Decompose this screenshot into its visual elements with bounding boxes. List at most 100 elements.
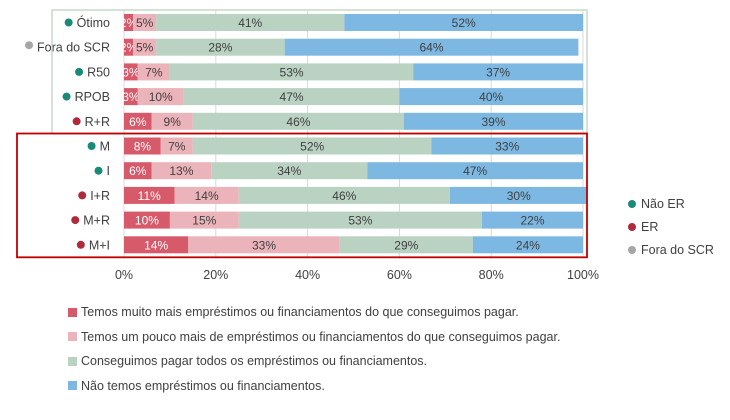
data-label: 9% — [164, 115, 182, 129]
category-label: Ótimo — [77, 15, 110, 30]
group-legend-item: Fora do SCR — [628, 238, 714, 261]
x-tick-label: 0% — [115, 268, 133, 282]
legend-item: Conseguimos pagar todos os empréstimos o… — [68, 349, 560, 374]
data-label: 64% — [420, 41, 444, 55]
x-tick-label: 20% — [203, 268, 228, 282]
bar-segment — [211, 162, 368, 180]
group-dot-icon — [72, 117, 81, 126]
bar-segment — [133, 38, 157, 56]
x-tick-label: 100% — [567, 268, 599, 282]
data-label: 34% — [277, 164, 301, 178]
data-label: 33% — [495, 140, 519, 154]
data-label: 46% — [286, 115, 310, 129]
data-label: 3% — [122, 65, 140, 79]
data-label: 7% — [145, 65, 163, 79]
category-label: R+R — [85, 115, 110, 129]
series-legend: Temos muito mais empréstimos ou financia… — [68, 300, 560, 398]
group-dot-icon — [76, 240, 85, 249]
bar-segment — [174, 186, 239, 204]
legend-swatch-icon — [68, 356, 77, 366]
data-label: 14% — [195, 189, 219, 203]
bar-segment — [344, 14, 583, 31]
bar-segment — [133, 14, 157, 31]
group-legend-label: Não ER — [641, 196, 685, 211]
category-label: Fora do SCR — [37, 41, 110, 55]
data-label: 39% — [481, 115, 505, 129]
bar-segment — [156, 14, 345, 31]
data-label: 3% — [122, 90, 140, 104]
group-dot-icon — [628, 245, 636, 254]
bar-segment — [124, 112, 152, 130]
bar-segment — [449, 186, 588, 204]
data-label: 52% — [300, 140, 324, 154]
bar-segment — [156, 38, 285, 56]
data-label: 30% — [507, 189, 531, 203]
bar-segment — [124, 88, 138, 106]
data-label: 40% — [479, 90, 503, 104]
category-label: M — [100, 140, 110, 154]
bar-segment — [151, 112, 193, 130]
x-tick-label: 80% — [479, 268, 504, 282]
group-dot-icon — [628, 222, 636, 231]
bar-segment — [124, 63, 138, 81]
bar-segment — [399, 88, 583, 106]
bar-segment — [124, 38, 134, 56]
bar-segment — [188, 236, 340, 254]
bar-segment — [403, 112, 583, 130]
data-label: 15% — [192, 214, 216, 228]
bar-segment — [431, 137, 583, 155]
legend-swatch-icon — [68, 381, 77, 391]
group-dot-icon — [628, 199, 636, 208]
bar-segment — [137, 88, 184, 106]
x-axis-ticks: 0% 20% 40% 60% 80% 100% — [115, 268, 599, 282]
data-label: 10% — [149, 90, 173, 104]
bar-segment — [238, 186, 450, 204]
bars: 2%5% 41% 52%2%5% 28% 64%3% 7% 53% 37%3% 10% 47% 40… — [120, 14, 588, 254]
data-label: 5% — [136, 41, 154, 55]
data-label: 2% — [120, 16, 138, 30]
data-label: 41% — [238, 16, 262, 30]
category-labels: Ótimo Fora do SCR R50 RPOB R+R MI I+R M+R M+I — [25, 15, 110, 252]
bar-segment — [482, 211, 583, 229]
bar-segment — [124, 186, 175, 204]
group-dot-icon — [64, 18, 73, 27]
data-label: 5% — [136, 16, 154, 30]
group-legend-item: ER — [628, 215, 714, 238]
group-dot-icon — [87, 142, 96, 150]
data-label: 7% — [168, 140, 186, 154]
legend-item: Não temos empréstimos ou financiamentos. — [68, 374, 560, 399]
data-label: 13% — [169, 164, 193, 178]
category-label: I+R — [90, 189, 110, 203]
data-label: 14% — [144, 238, 168, 252]
data-label: 29% — [394, 238, 418, 252]
legend-item: Temos muito mais empréstimos ou financia… — [68, 300, 560, 325]
group-dot-icon — [75, 67, 84, 76]
group-legend-label: Fora do SCR — [641, 242, 714, 257]
bar-segment — [413, 63, 583, 81]
bar-segment — [160, 137, 193, 155]
category-label: M+R — [83, 214, 110, 228]
bar-segment — [183, 88, 400, 106]
data-label: 24% — [516, 238, 540, 252]
highlight-box — [16, 132, 588, 259]
legend-label: Temos um pouco mais de empréstimos ou fi… — [81, 329, 561, 344]
legend-label: Temos muito mais empréstimos ou financia… — [81, 305, 519, 320]
group-legend-item: Não ER — [628, 192, 714, 215]
bar-segment — [124, 14, 134, 31]
data-label: 47% — [463, 164, 487, 178]
data-label: 46% — [332, 189, 356, 203]
data-label: 33% — [252, 238, 276, 252]
data-label: 28% — [208, 41, 232, 55]
group-legend-label: ER — [641, 219, 659, 234]
bar-segment — [124, 211, 170, 229]
x-tick-label: 40% — [295, 268, 320, 282]
data-label: 53% — [280, 65, 304, 79]
category-label: R50 — [87, 65, 110, 79]
data-label: 8% — [134, 140, 152, 154]
bar-segment — [238, 211, 483, 229]
data-label: 47% — [280, 90, 304, 104]
category-label: I — [107, 164, 110, 178]
data-label: 2% — [120, 41, 138, 55]
legend-label: Conseguimos pagar todos os empréstimos o… — [81, 354, 428, 369]
